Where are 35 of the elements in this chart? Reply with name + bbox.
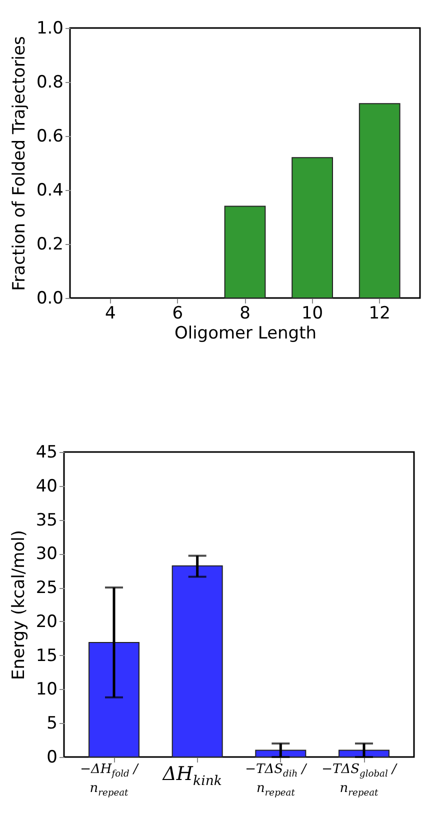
y-tick-label: 0.4: [36, 180, 64, 200]
y-tick-label: 0.8: [36, 72, 64, 92]
y-tick-label: 1.0: [36, 18, 64, 38]
x-tick-label: 10: [301, 304, 324, 324]
y-tick-label: 15: [36, 646, 58, 666]
bar: [255, 750, 306, 758]
y-axis-title: Fraction of Folded Trajectories: [9, 36, 30, 291]
y-tick-label: 30: [36, 544, 58, 564]
y-axis-title: Energy (kcal/mol): [8, 530, 29, 680]
y-tick-label: 0.0: [36, 288, 64, 308]
x-tick-label: 6: [172, 304, 184, 324]
bar: [88, 642, 140, 758]
bar: [358, 103, 400, 298]
x-tick-label: 12: [368, 304, 390, 324]
category-label: −ΔH$_{fold}$ / n$_{repeat}$: [80, 762, 138, 799]
y-tick-label: 45: [36, 442, 58, 462]
x-axis-title: Oligomer Length: [174, 324, 317, 344]
y-tick-label: 20: [36, 612, 58, 632]
x-tick-label: 8: [240, 304, 250, 324]
y-tick-label: 5: [46, 714, 58, 734]
x-tick-label: ΔH$_{kink}$: [161, 762, 223, 790]
bar: [224, 206, 266, 298]
y-tick-label: 25: [36, 578, 58, 598]
y-tick-label: 0.2: [36, 234, 64, 254]
category-label: −TΔS$_{global}$ / n$_{repeat}$: [322, 762, 396, 799]
y-tick-label: 35: [36, 510, 58, 530]
category-label: −TΔS$_{dih}$ / n$_{repeat}$: [245, 762, 306, 799]
y-tick-label: 10: [36, 680, 58, 700]
bar: [338, 750, 390, 758]
bar: [172, 565, 223, 758]
x-tick-label: 4: [104, 304, 116, 324]
y-tick-label: 40: [36, 476, 58, 496]
bar: [292, 157, 333, 298]
y-tick-label: 0.6: [36, 126, 64, 146]
y-tick-label: 0: [46, 748, 58, 768]
